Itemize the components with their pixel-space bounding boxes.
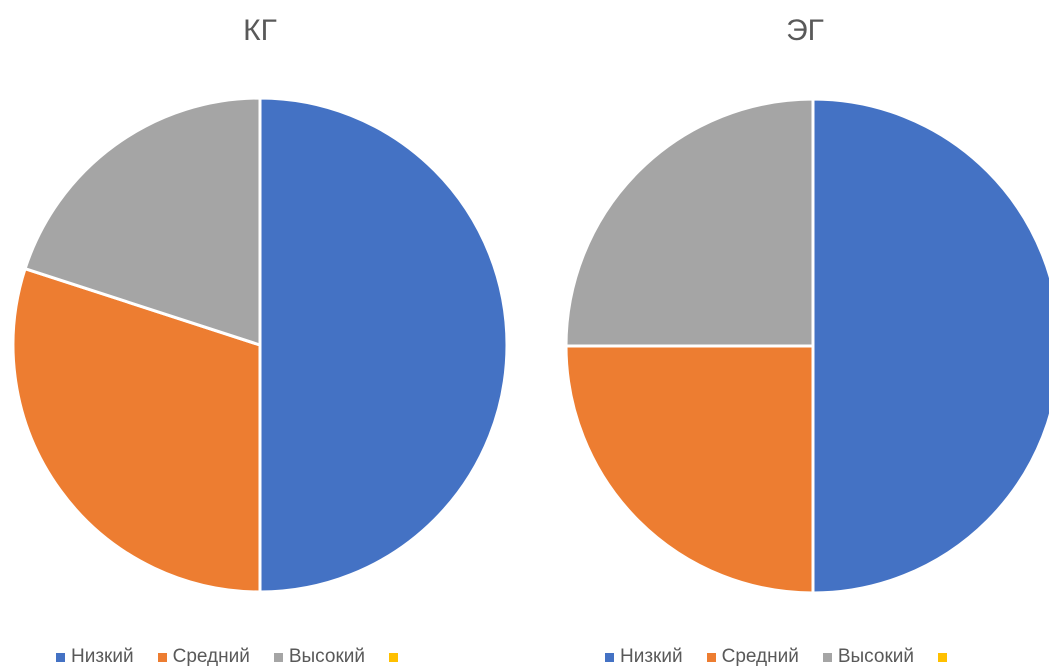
chart-title: ЭГ: [786, 14, 824, 47]
legend-swatch: [706, 652, 716, 662]
pie-slice-Средний: [564, 344, 815, 595]
legend-item: Высокий: [273, 646, 365, 668]
pie-slice-Высокий: [23, 96, 262, 347]
pie-chart-eg: [564, 97, 1049, 595]
legend-label: Высокий: [837, 646, 914, 667]
legend-item: [938, 652, 953, 662]
pie-slice-Высокий: [564, 97, 815, 348]
legend-swatch: [56, 652, 65, 662]
legend-item: Средний: [157, 646, 250, 668]
chart-legend: Низкий Средний Высокий: [605, 646, 953, 668]
pie-slice-Низкий: [811, 97, 1049, 595]
pie-chart-kg: [11, 96, 509, 594]
chart-eg: ЭГ Низкий Средний Высокий: [525, 0, 1049, 669]
legend-label: Низкий: [620, 646, 683, 667]
legend-swatch: [605, 652, 614, 662]
legend-item: Высокий: [822, 646, 914, 668]
chart-title: КГ: [243, 14, 277, 47]
legend-label: Средний: [721, 646, 799, 667]
legend-label: Высокий: [288, 646, 365, 667]
legend-swatch: [273, 652, 283, 662]
legend-item: Средний: [706, 646, 799, 668]
chart-legend: Низкий Средний Высокий: [56, 646, 404, 668]
pie-slice-Средний: [11, 267, 262, 594]
legend-label: Средний: [172, 646, 250, 667]
legend-label: Низкий: [71, 646, 134, 667]
legend-item: Низкий: [605, 646, 683, 668]
legend-item: [389, 652, 404, 662]
legend-item: Низкий: [56, 646, 134, 668]
legend-swatch: [157, 652, 167, 662]
chart-kg: КГ Низкий Средний Высокий: [11, 14, 509, 668]
pie-slice-Низкий: [258, 96, 509, 594]
legend-swatch: [938, 652, 947, 662]
legend-swatch: [822, 652, 832, 662]
legend-swatch: [389, 652, 398, 662]
